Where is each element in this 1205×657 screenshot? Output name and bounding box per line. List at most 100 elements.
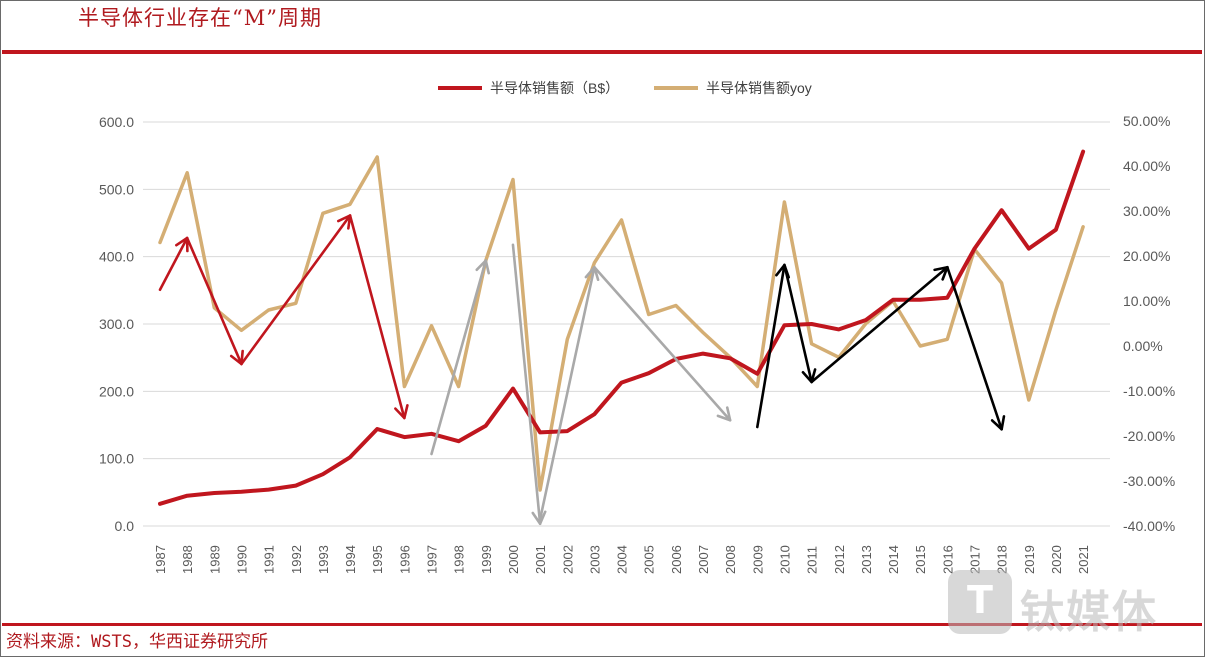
arrow-shaft xyxy=(783,263,813,384)
data-point-yoy xyxy=(457,385,460,388)
cycle-arrows xyxy=(158,214,1006,526)
cycle-arrow xyxy=(810,265,949,384)
x-tick-label: 1990 xyxy=(234,545,249,574)
x-tick-label: 1991 xyxy=(262,545,277,574)
arrow-shaft xyxy=(240,214,352,366)
data-point-yoy xyxy=(1028,399,1030,401)
arrow-shaft xyxy=(810,265,949,384)
x-tick-label: 2009 xyxy=(750,545,765,574)
legend-label-sales: 半导体销售额（B$） xyxy=(490,80,619,96)
arrow-head xyxy=(716,406,732,422)
data-point-yoy xyxy=(756,385,759,388)
legend-label-yoy: 半导体销售额yoy xyxy=(706,80,812,96)
data-point-yoy xyxy=(267,309,270,311)
x-tick-label: 1987 xyxy=(153,545,168,574)
data-point-yoy xyxy=(294,302,297,305)
arrow-shaft xyxy=(185,236,243,366)
y-right-tick-label: -10.00% xyxy=(1123,383,1175,399)
cycle-arrow xyxy=(348,214,409,420)
y-left-tick-label: 600.0 xyxy=(99,114,134,130)
x-tick-label: 2013 xyxy=(859,545,874,574)
x-tick-label: 1993 xyxy=(316,545,331,574)
arrow-shaft xyxy=(430,259,488,456)
data-point-yoy xyxy=(322,212,324,215)
y-right-tick-label: 0.00% xyxy=(1123,338,1163,354)
source-note: 资料来源：WSTS，华西证券研究所 xyxy=(6,632,268,652)
y-axis-left: 600.0 500.0 400.0 300.0 200.0 100.0 0.0 xyxy=(99,114,134,534)
x-tick-label: 2002 xyxy=(560,545,575,574)
data-point-yoy xyxy=(946,338,949,341)
y-left-tick-label: 0.0 xyxy=(115,518,135,534)
data-point-yoy xyxy=(865,322,867,325)
data-point-yoy xyxy=(1055,309,1057,311)
data-point-yoy xyxy=(702,331,704,334)
data-point-yoy xyxy=(810,342,813,345)
data-point-yoy xyxy=(403,385,406,388)
x-tick-label: 1995 xyxy=(370,545,385,574)
cycle-arrow xyxy=(538,265,600,521)
arrow-shaft xyxy=(158,236,189,292)
cycle-arrow xyxy=(593,265,732,422)
page-title: 半导体行业存在“M”周期 xyxy=(78,6,322,30)
x-tick-label: 2019 xyxy=(1022,545,1037,574)
data-point-yoy xyxy=(159,241,161,244)
x-tick-label: 1992 xyxy=(289,545,304,574)
data-point-yoy xyxy=(647,313,650,316)
data-point-yoy xyxy=(240,329,243,332)
x-tick-label: 1996 xyxy=(397,545,412,574)
data-point-yoy xyxy=(430,324,433,327)
x-tick-label: 2006 xyxy=(669,545,684,574)
x-tick-label: 2007 xyxy=(696,545,711,574)
x-tick-label: 1989 xyxy=(207,545,222,574)
x-tick-label: 2004 xyxy=(615,545,630,574)
cycle-arrow xyxy=(430,259,491,456)
y-left-tick-label: 500.0 xyxy=(99,181,134,197)
legend: 半导体销售额（B$） 半导体销售额yoy xyxy=(438,80,812,96)
y-right-tick-label: 40.00% xyxy=(1123,158,1170,174)
x-tick-label: 2003 xyxy=(587,545,602,574)
watermark-logo-letter: T xyxy=(967,578,993,622)
watermark-logo-icon: T xyxy=(948,570,1012,634)
arrow-head xyxy=(531,510,547,526)
x-tick-label: 2018 xyxy=(995,545,1010,574)
x-tick-label: 1994 xyxy=(343,545,358,574)
data-point-yoy xyxy=(1082,225,1084,228)
series-lines xyxy=(158,149,1086,506)
y-axis-right: 50.00% 40.00% 30.00% 20.00% 10.00% 0.00% -10.0… xyxy=(1123,113,1175,534)
y-left-tick-label: 100.0 xyxy=(99,451,134,467)
top-divider xyxy=(2,50,1202,54)
watermark: T 钛媒体 xyxy=(948,570,1188,638)
arrow-shaft xyxy=(538,265,596,521)
cycle-arrow xyxy=(511,243,547,526)
data-point-yoy xyxy=(186,171,188,174)
data-point-yoy xyxy=(512,178,514,181)
y-left-tick-label: 300.0 xyxy=(99,316,134,332)
x-tick-label: 2012 xyxy=(832,545,847,574)
data-point-yoy xyxy=(919,345,921,347)
data-point-yoy xyxy=(539,489,541,491)
x-tick-label: 1999 xyxy=(479,545,494,574)
x-tick-label: 2001 xyxy=(533,545,548,574)
x-tick-label: 2010 xyxy=(777,545,792,574)
x-tick-label: 2005 xyxy=(642,545,657,574)
x-tick-label: 2008 xyxy=(723,545,738,574)
gridlines xyxy=(143,121,1110,527)
cycle-arrow xyxy=(240,214,352,366)
x-axis: 1987 1988 1989 1990 1991 1992 1993 1994 1995 1996… xyxy=(153,545,1091,574)
x-tick-label: 2016 xyxy=(940,545,955,574)
x-tick-label: 2015 xyxy=(913,545,928,574)
y-right-tick-label: 10.00% xyxy=(1123,293,1170,309)
data-point-yoy xyxy=(376,156,379,158)
y-left-tick-label: 400.0 xyxy=(99,249,134,265)
x-tick-label: 2014 xyxy=(886,545,901,574)
y-right-tick-label: 20.00% xyxy=(1123,248,1170,264)
x-tick-label: 2021 xyxy=(1076,545,1091,574)
x-tick-label: 2017 xyxy=(968,545,983,574)
bottom-divider xyxy=(2,623,1202,626)
x-tick-label: 1988 xyxy=(180,545,195,574)
y-left-tick-label: 200.0 xyxy=(99,383,134,399)
arrow-shaft xyxy=(348,214,406,420)
y-right-tick-label: -30.00% xyxy=(1123,473,1175,489)
arrow-head xyxy=(394,404,409,420)
